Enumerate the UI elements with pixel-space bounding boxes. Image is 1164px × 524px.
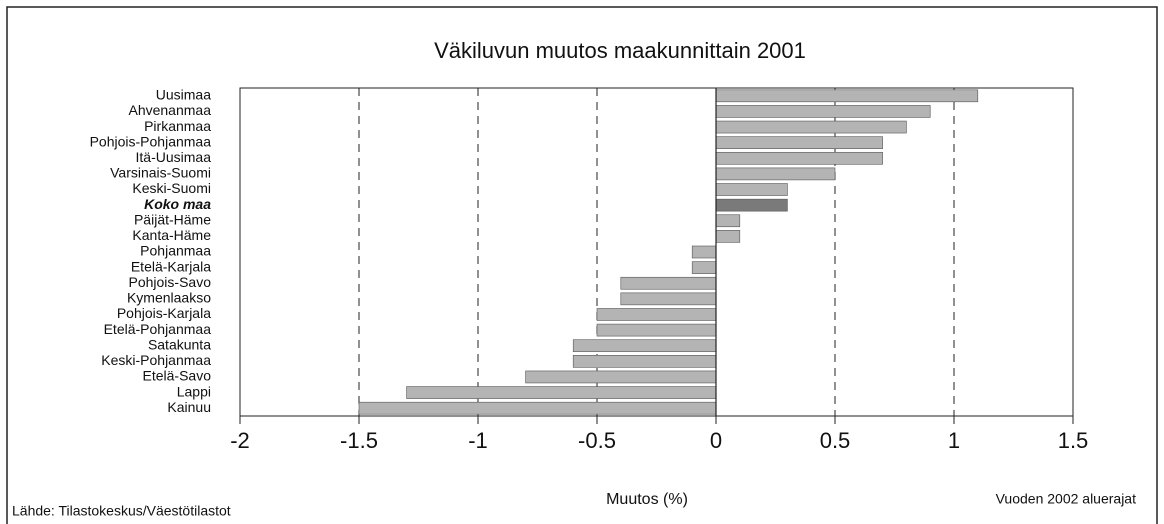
x-tick-label: 1 <box>948 428 960 453</box>
source: Lähde: Tilastokeskus/Väestötilastot <box>12 503 231 519</box>
bar <box>620 292 717 306</box>
y-tick-label: Kanta-Häme <box>132 227 211 243</box>
y-tick-label: Pohjois-Savo <box>129 274 212 290</box>
bar <box>715 151 883 165</box>
y-tick-label: Etelä-Pohjanmaa <box>104 321 212 337</box>
y-tick-label: Kainuu <box>167 399 211 415</box>
frame <box>6 6 1158 524</box>
bar <box>715 183 788 196</box>
y-tick-label: Itä-Uusimaa <box>136 149 212 165</box>
y-tick-label: Etelä-Savo <box>143 368 212 384</box>
bar <box>715 136 883 149</box>
bar <box>715 105 931 118</box>
y-tick-label: Pohjois-Karjala <box>117 305 211 321</box>
y-tick-label: Keski-Suomi <box>132 180 211 196</box>
y-tick-label: Pohjanmaa <box>140 243 211 259</box>
y-tick-label: Ahvenanmaa <box>128 102 211 118</box>
x-tick-label: -1.5 <box>340 428 378 453</box>
bar <box>715 230 741 243</box>
bar <box>691 245 717 259</box>
bar <box>715 214 741 228</box>
x-tick-label: 0 <box>710 428 722 453</box>
plot-area <box>239 87 1074 417</box>
bar <box>525 370 717 384</box>
bar <box>715 89 979 103</box>
bar <box>620 276 717 290</box>
bar <box>715 198 788 212</box>
note: Vuoden 2002 aluerajat <box>996 491 1136 507</box>
y-tick-label: Lappi <box>177 383 211 399</box>
bar <box>358 401 717 415</box>
y-tick-label: Päijät-Häme <box>134 211 211 227</box>
bar <box>715 120 907 134</box>
chart-title: Väkiluvun muutos maakunnittain 2001 <box>434 38 806 63</box>
bar <box>596 323 717 337</box>
y-tick-label: Koko maa <box>144 196 211 212</box>
y-tick-label: Pirkanmaa <box>144 118 211 134</box>
bar <box>715 167 836 181</box>
y-tick-label: Etelä-Karjala <box>131 258 211 274</box>
x-tick-label: -0.5 <box>578 428 616 453</box>
x-tick-label: 1.5 <box>1058 428 1089 453</box>
y-tick-label: Kymenlaakso <box>127 290 211 306</box>
bar <box>596 308 717 321</box>
y-tick-label: Keski-Pohjanmaa <box>101 352 211 368</box>
y-tick-label: Satakunta <box>148 336 211 352</box>
y-tick-label: Uusimaa <box>156 87 211 103</box>
x-tick-label: -1 <box>468 428 488 453</box>
x-tick-label: -2 <box>230 428 250 453</box>
y-tick-label: Pohjois-Pohjanmaa <box>90 133 212 149</box>
x-axis-label: Muutos (%) <box>606 491 688 508</box>
bar <box>572 355 717 368</box>
x-tick-label: 0.5 <box>820 428 851 453</box>
bar <box>691 261 717 274</box>
y-tick-label: Varsinais-Suomi <box>110 165 211 181</box>
bar <box>406 386 717 399</box>
bar <box>572 339 717 353</box>
